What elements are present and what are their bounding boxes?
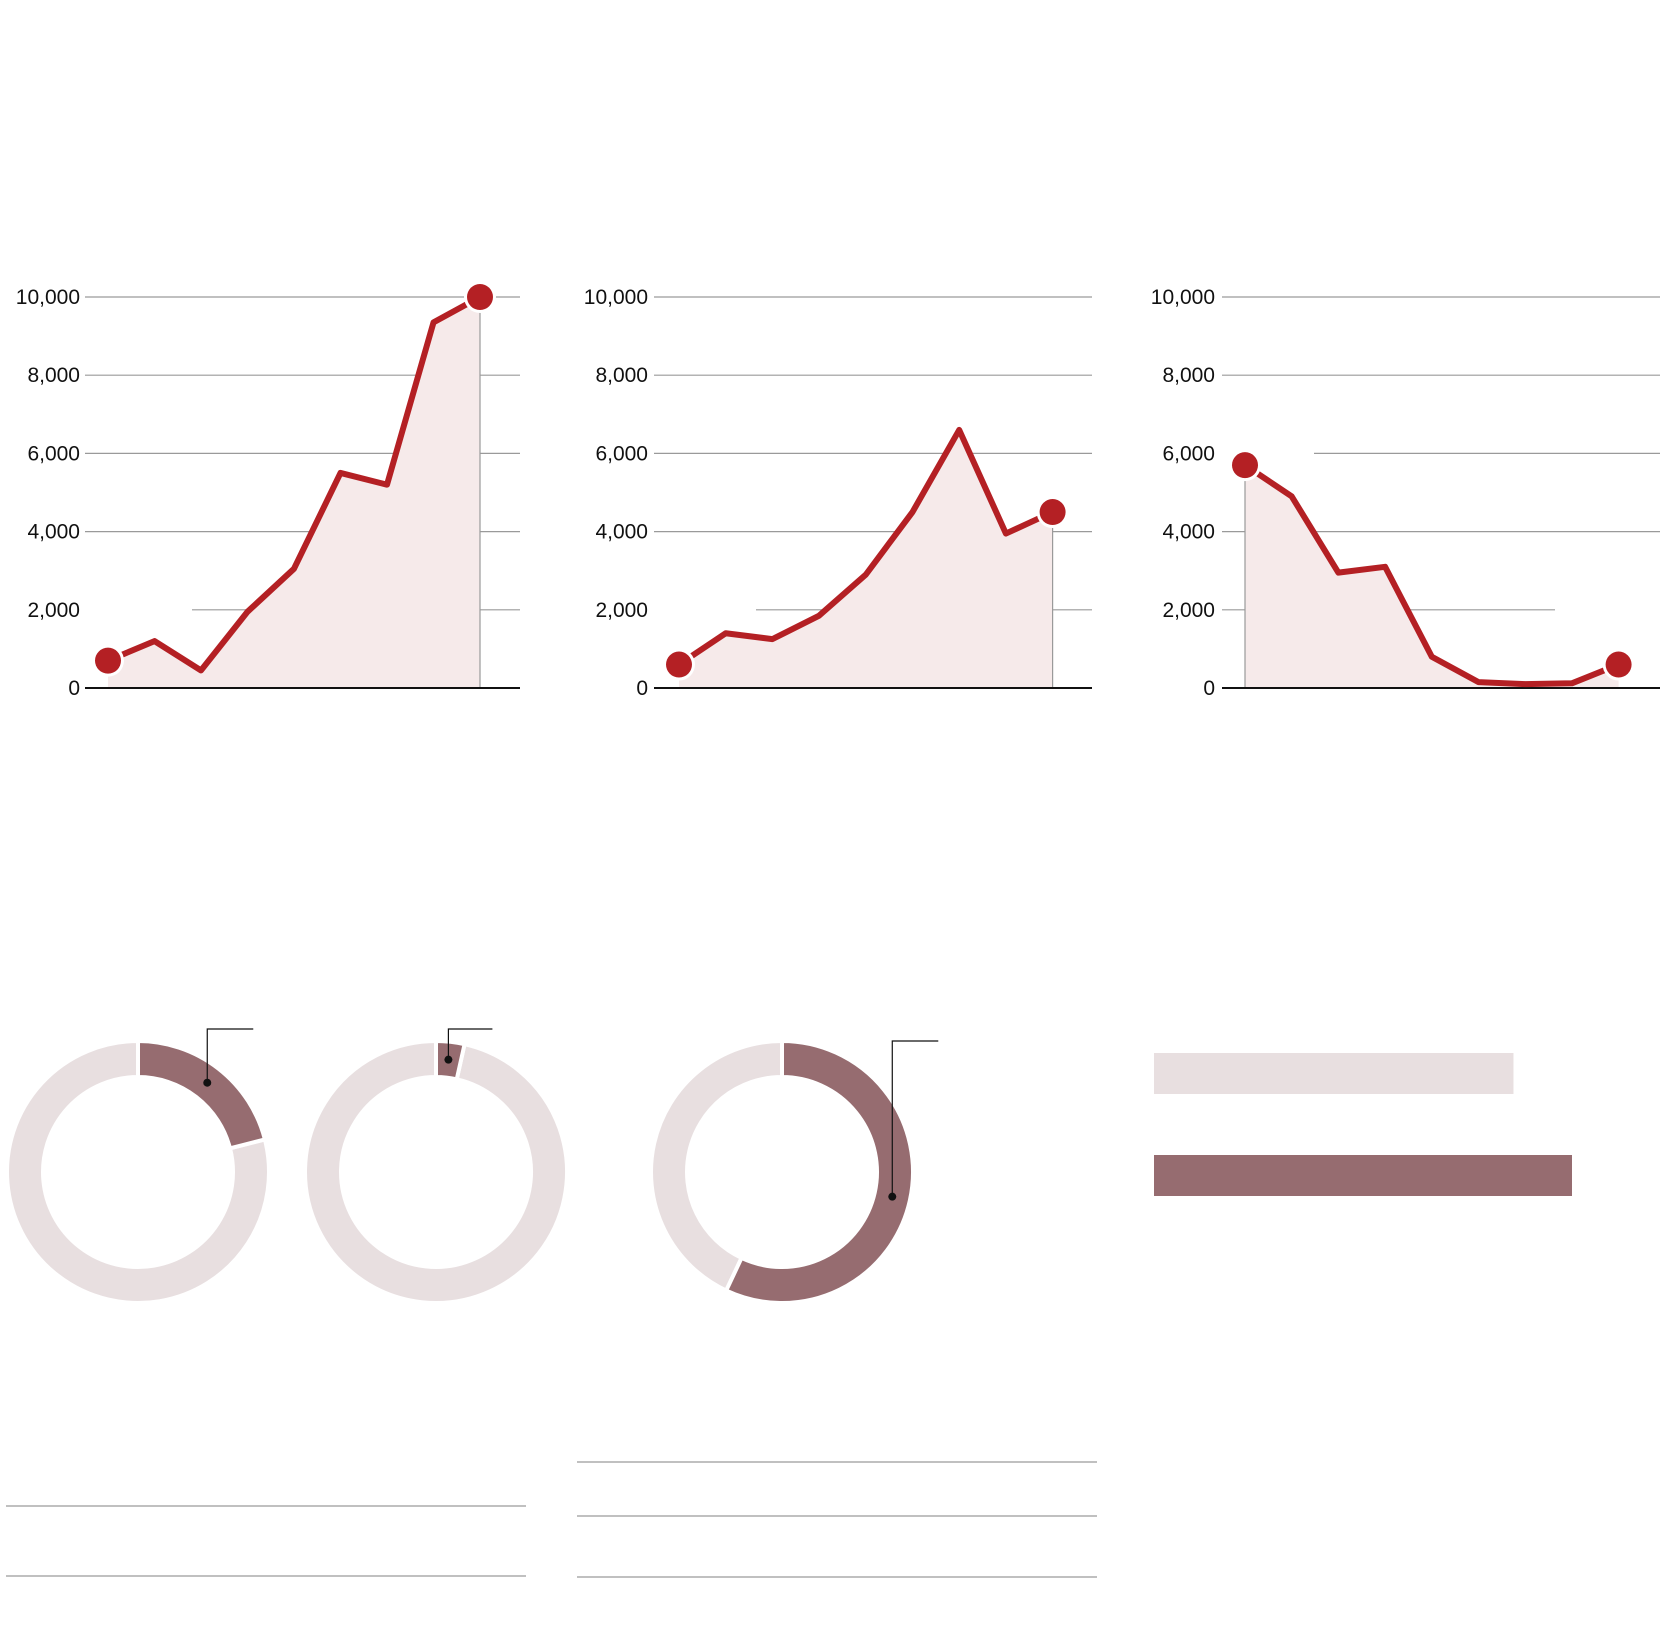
data-point-highlight [467, 284, 493, 310]
leader-line [447, 1028, 493, 1060]
leader-line [206, 1028, 254, 1083]
y-tick-label: 10,000 [16, 286, 80, 309]
y-tick-label: 0 [68, 677, 80, 700]
bar-1 [1154, 1053, 1514, 1094]
bar-chart [1154, 1053, 1572, 1196]
y-tick-label: 10,000 [584, 286, 648, 309]
y-tick-label: 8,000 [1162, 364, 1215, 387]
series-line [105, 294, 483, 674]
leader-dot [888, 1192, 897, 1201]
donut-slice-rest [649, 1038, 784, 1294]
y-tick-label: 4,000 [1162, 521, 1215, 544]
data-point-highlight [1232, 452, 1258, 479]
area-fill [1245, 465, 1619, 688]
data-point-highlight [1605, 651, 1632, 678]
bar-2 [1154, 1155, 1572, 1196]
y-tick-label: 10,000 [1151, 286, 1215, 309]
y-tick-label: 6,000 [595, 442, 648, 465]
data-point-highlight [1039, 499, 1066, 526]
y-tick-label: 8,000 [27, 364, 80, 387]
donut-slice-highlight [136, 1038, 268, 1151]
area-fill [108, 297, 480, 688]
data-point-highlight [95, 647, 121, 674]
area-fill [679, 429, 1053, 688]
series-line [1242, 462, 1622, 688]
data-point-highlight [666, 651, 692, 678]
y-tick-label: 8,000 [595, 364, 648, 387]
series-line [676, 426, 1056, 668]
y-tick-label: 4,000 [595, 521, 648, 544]
line-charts: 0 2,000 4,000 6,000 8,000 10,000 0 2,000 4,000 6,… [16, 281, 1660, 700]
line-chart-3: 0 2,000 4,000 6,000 8,000 10,000 [1151, 286, 1660, 700]
y-tick-label: 0 [636, 677, 648, 700]
divider-rules [6, 1461, 1097, 1578]
leader-line [891, 1040, 939, 1197]
donut-chart-2 [303, 1028, 569, 1305]
donut-slice-rest [303, 1038, 569, 1305]
donut-slice-highlight [723, 1038, 916, 1305]
donut-chart-3 [649, 1038, 939, 1305]
y-tick-label: 4,000 [27, 521, 80, 544]
donut-chart-1 [5, 1028, 271, 1305]
y-tick-label: 0 [1203, 677, 1215, 700]
y-tick-label: 6,000 [27, 442, 80, 465]
y-tick-label: 6,000 [1162, 442, 1215, 465]
donut-slice-rest [5, 1038, 271, 1305]
donut-charts [5, 1028, 939, 1305]
leader-dot [203, 1078, 212, 1087]
line-chart-1: 0 2,000 4,000 6,000 8,000 10,000 [16, 281, 520, 700]
leader-dot [444, 1055, 453, 1064]
line-chart-2: 0 2,000 4,000 6,000 8,000 10,000 [584, 286, 1092, 700]
y-tick-label: 2,000 [595, 599, 648, 622]
y-tick-label: 2,000 [27, 599, 80, 622]
y-tick-label: 2,000 [1162, 599, 1215, 622]
